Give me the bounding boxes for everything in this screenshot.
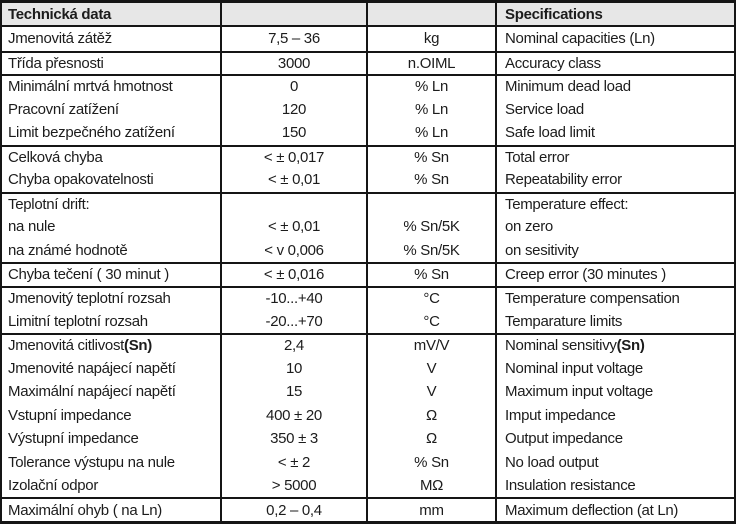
row-label-english: Accuracy class <box>497 50 734 75</box>
row-label-english: Repeatability error <box>505 171 622 189</box>
row-unit: % Sn/5K <box>368 238 497 263</box>
row-label-czech: Jmenovitý teplotní rozsah <box>2 285 222 310</box>
row-value: 7,5 – 36 <box>222 27 368 51</box>
row-label-english: on zero <box>505 218 553 236</box>
row-label-english: Temparature limits <box>505 312 623 330</box>
row-label-czech: Minimální mrtvá hmotnost <box>2 74 222 98</box>
row-unit: Ω <box>368 403 497 427</box>
row-value: -10...+40 <box>222 285 368 310</box>
row-value: < v 0,006 <box>222 238 368 263</box>
row-label-english: Maximum deflection (at Ln) <box>497 497 734 521</box>
header-english: Specifications <box>497 3 734 27</box>
row-label-english: on sesitivity <box>505 241 579 259</box>
row-value: 15 <box>222 379 368 404</box>
header-spacer-unit <box>368 3 497 27</box>
row-label-english: Maximum input voltage <box>505 383 653 401</box>
row-label-czech: Izolační odpor <box>2 473 222 498</box>
row-unit: Ω <box>368 426 497 451</box>
row-label-czech: Jmenovitá zátěž <box>2 27 222 51</box>
row-value: < ± 0,017 <box>222 144 368 169</box>
row-label-czech: na nule <box>2 215 222 239</box>
row-label-czech: Teplotní drift: <box>2 191 222 216</box>
row-value: 2,4 <box>222 332 368 357</box>
row-label-english: Nominal capacities (Ln) <box>505 30 655 48</box>
row-label-english: Creep error (30 minutes ) <box>497 262 734 286</box>
row-label-english: Temperature compensation <box>497 285 734 310</box>
row-label-czech: Tolerance výstupu na nule <box>2 450 222 474</box>
row-unit: % Sn <box>368 144 497 169</box>
row-label-english: Nominal sensitivy (Sn) <box>497 332 734 357</box>
row-value: 3000 <box>222 50 368 75</box>
row-unit: % Ln <box>368 97 497 122</box>
row-unit: °C <box>368 285 497 310</box>
row-unit: % Sn/5K <box>368 215 497 239</box>
row-unit: kg <box>368 27 497 51</box>
row-unit: mV/V <box>368 332 497 357</box>
row-value: < ± 0,01 <box>222 215 368 239</box>
row-label-english: Safe load limit <box>505 124 595 142</box>
row-unit: % Sn <box>368 262 497 286</box>
row-unit: n.OIML <box>368 50 497 75</box>
row-unit: V <box>368 356 497 380</box>
row-unit: mm <box>368 497 497 521</box>
row-value: 350 ± 3 <box>222 426 368 451</box>
row-label-english: Imput impedance <box>505 406 616 424</box>
row-unit: V <box>368 379 497 404</box>
row-value: < ± 0,016 <box>222 262 368 286</box>
row-label-english: Total error <box>497 144 734 169</box>
row-value: 0 <box>222 74 368 98</box>
row-value: 10 <box>222 356 368 380</box>
row-unit: MΩ <box>368 473 497 498</box>
row-label-czech: Limitní teplotní rozsah <box>2 309 222 333</box>
row-value: 400 ± 20 <box>222 403 368 427</box>
row-value: < ± 2 <box>222 450 368 474</box>
row-label-czech: Třída přesnosti <box>2 50 222 75</box>
row-label-english: Insulation resistance <box>505 477 636 495</box>
row-unit: % Ln <box>368 121 497 145</box>
row-value: > 5000 <box>222 473 368 498</box>
row-value: -20...+70 <box>222 309 368 333</box>
row-unit <box>368 191 497 216</box>
row-unit: % Sn <box>368 168 497 192</box>
header-spacer-value <box>222 3 368 27</box>
row-label-czech: Chyba opakovatelnosti <box>2 168 222 192</box>
row-label-czech: na známé hodnotě <box>2 238 222 263</box>
row-value <box>222 191 368 216</box>
row-value: 120 <box>222 97 368 122</box>
row-label-czech: Vstupní impedance <box>2 403 222 427</box>
row-label-czech: Výstupní impedance <box>2 426 222 451</box>
row-label-czech: Celková chyba <box>2 144 222 169</box>
row-label-english: Minimum dead load <box>497 74 734 98</box>
row-label-czech: Jmenovitá citlivost (Sn) <box>2 332 222 357</box>
row-label-czech: Maximální ohyb ( na Ln) <box>2 497 222 521</box>
row-label-english: Nominal input voltage <box>505 359 643 377</box>
row-label-english: No load output <box>505 453 599 471</box>
row-label-czech: Jmenovité napájecí napětí <box>2 356 222 380</box>
header-czech: Technická data <box>2 3 222 27</box>
row-label-english: Service load <box>505 100 584 118</box>
row-label-czech: Maximální napájecí napětí <box>2 379 222 404</box>
row-value: < ± 0,01 <box>222 168 368 192</box>
row-unit: % Sn <box>368 450 497 474</box>
row-value: 150 <box>222 121 368 145</box>
row-label-czech: Limit bezpečného zatížení <box>2 121 222 145</box>
row-unit: % Ln <box>368 74 497 98</box>
row-label-czech: Pracovní zatížení <box>2 97 222 122</box>
row-unit: °C <box>368 309 497 333</box>
row-label-english: Temperature effect: <box>497 191 734 216</box>
row-label-czech: Chyba tečení ( 30 minut ) <box>2 262 222 286</box>
row-label-english: Output impedance <box>505 430 623 448</box>
row-value: 0,2 – 0,4 <box>222 497 368 521</box>
